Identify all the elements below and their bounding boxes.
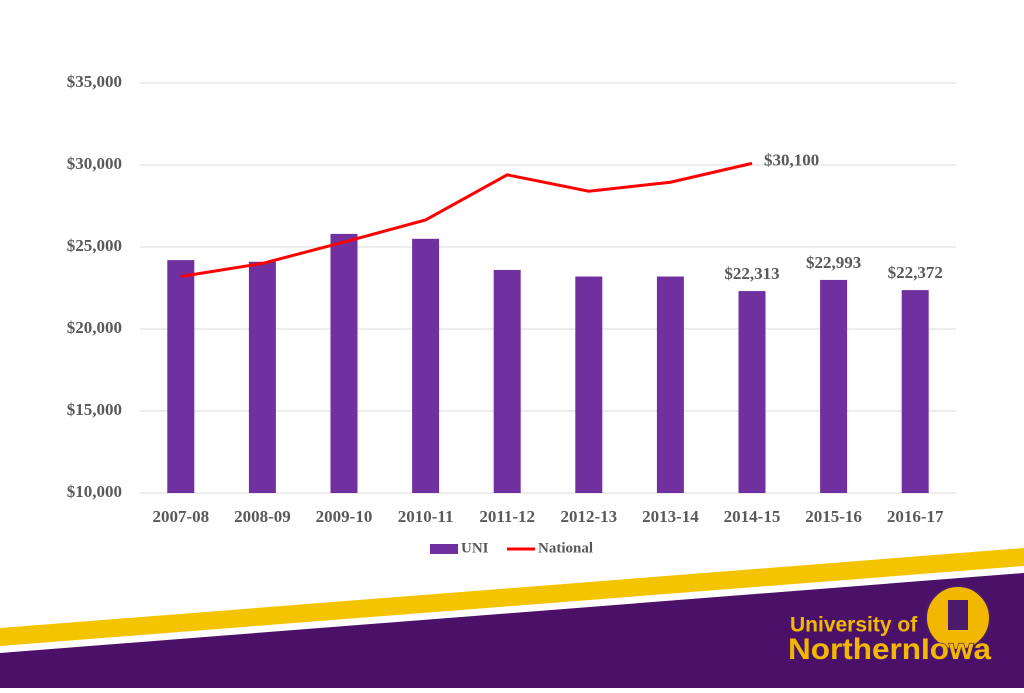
y-tick-label: $35,000 xyxy=(67,72,122,91)
legend-label: National xyxy=(538,540,593,556)
y-tick-label: $15,000 xyxy=(67,400,122,419)
logo-line1: University of xyxy=(790,614,918,637)
plot: $10,000 $15,000 $20,000 $25,000 $30,000 $35,0… xyxy=(67,72,956,556)
logo: University of NorthernIowa xyxy=(787,585,992,667)
x-tick-label: 2013-14 xyxy=(642,507,699,526)
logo-tower xyxy=(948,600,968,630)
x-tick-label: 2010-11 xyxy=(398,507,454,526)
bar xyxy=(575,276,603,493)
bar xyxy=(738,291,766,493)
bar xyxy=(412,238,440,493)
bar xyxy=(656,276,684,493)
y-tick-label: $25,000 xyxy=(67,236,122,255)
bar xyxy=(167,260,195,493)
x-tick-label: 2012-13 xyxy=(560,507,617,526)
logo-line2: NorthernIowa xyxy=(788,633,991,666)
value-label: $22,372 xyxy=(888,263,943,282)
x-tick-label: 2009-10 xyxy=(316,507,373,526)
bar xyxy=(330,233,358,493)
x-tick-label: 2014-15 xyxy=(724,507,781,526)
x-tick-label: 2016-17 xyxy=(887,507,944,526)
bar xyxy=(901,290,929,493)
y-tick-label: $30,000 xyxy=(67,154,122,173)
value-label: $22,993 xyxy=(806,253,861,272)
x-tick-label: 2008-09 xyxy=(234,507,291,526)
bar xyxy=(820,279,848,493)
bar xyxy=(493,269,521,493)
stripe-purple xyxy=(0,573,1024,688)
y-tick-label: $20,000 xyxy=(67,318,122,337)
legend-label: UNI xyxy=(461,540,489,556)
bar xyxy=(248,261,276,493)
y-tick-label: $10,000 xyxy=(67,482,122,501)
value-label: $22,313 xyxy=(724,264,779,283)
stripe-yellow xyxy=(0,548,1024,646)
x-tick-label: 2007-08 xyxy=(152,507,209,526)
x-tick-label: 2011-12 xyxy=(479,507,535,526)
line xyxy=(180,161,753,279)
value-label: $30,100 xyxy=(764,150,819,169)
x-tick-label: 2015-16 xyxy=(805,507,862,526)
legend-swatch xyxy=(430,544,458,554)
